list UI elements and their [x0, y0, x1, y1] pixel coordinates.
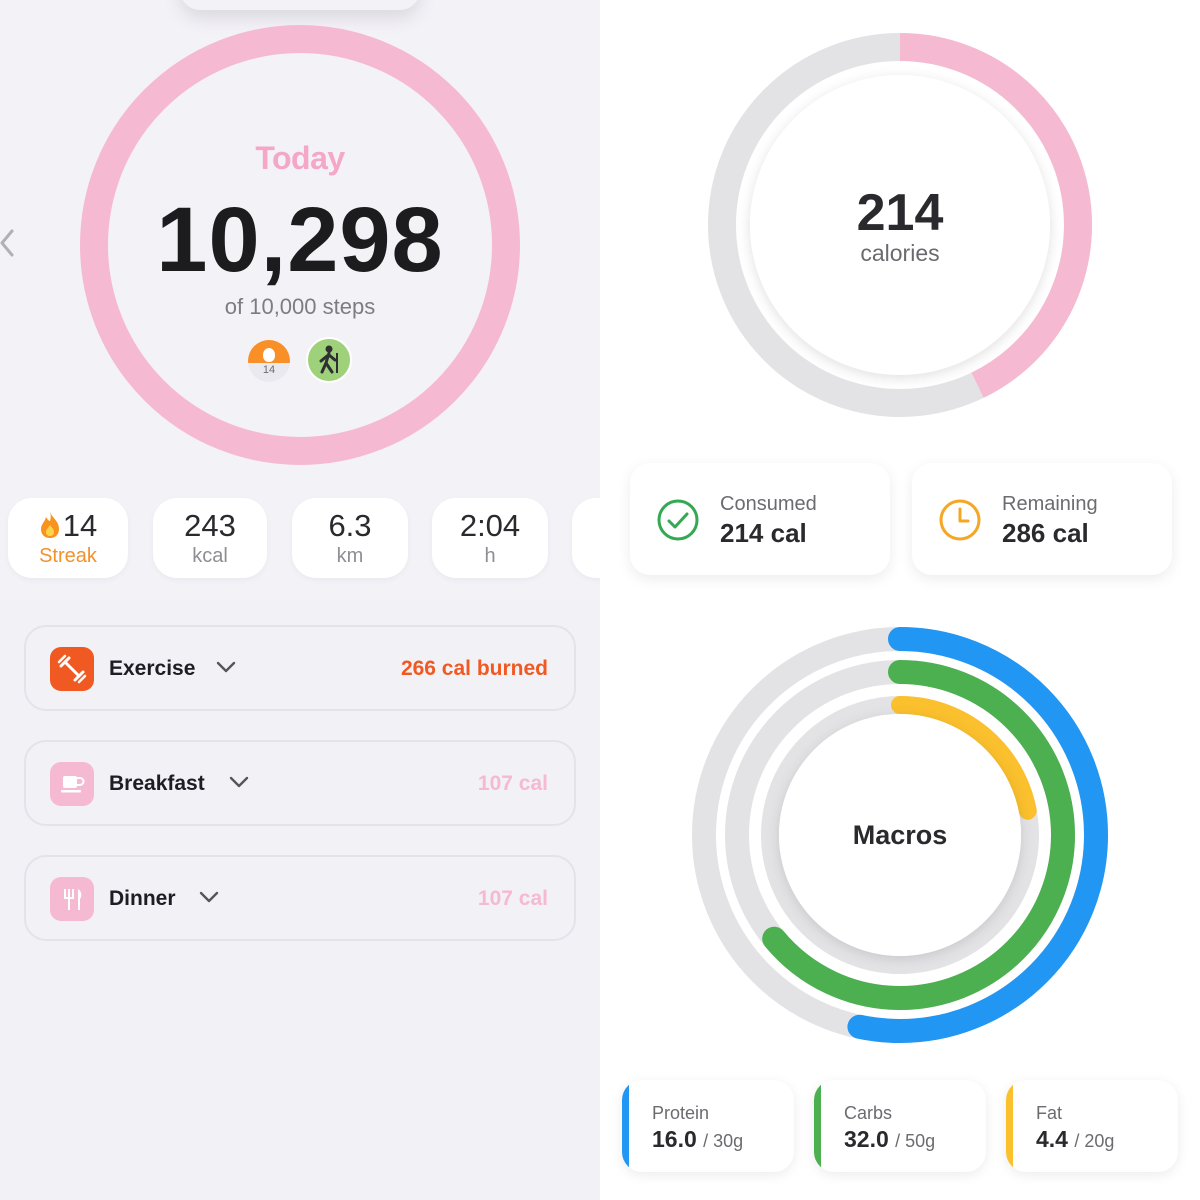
consumed-value: 214 cal — [720, 518, 807, 548]
consumed-card[interactable]: Consumed 214 cal — [630, 463, 890, 575]
exercise-card[interactable]: Exercise 266 cal burned — [24, 625, 576, 711]
step-goal-text: of 10,000 steps — [224, 294, 376, 319]
fat-goal: / 20g — [1074, 1131, 1115, 1151]
fat-amount: 4.4 / 20g — [1036, 1126, 1114, 1153]
stat-value-duration: 2:04 — [459, 508, 521, 543]
protein-amount: 16.0 / 30g — [652, 1126, 743, 1153]
stat-label-kcal: kcal — [192, 545, 228, 567]
calories-label: calories — [860, 240, 940, 266]
protein-name: Protein — [652, 1103, 710, 1123]
stat-label-duration: h — [484, 545, 496, 567]
carbs-goal: / 50g — [895, 1131, 936, 1151]
chevron-left-icon[interactable] — [0, 228, 14, 258]
stat-label-streak: Streak — [39, 545, 97, 567]
calories-screen: Consumed 214 cal Remaining 286 cal Prote… — [600, 0, 1200, 1200]
rings-canvas — [692, 33, 1108, 1043]
fat-name: Fat — [1036, 1103, 1063, 1123]
stat-pill-duration[interactable]: 2:04 h — [432, 498, 548, 578]
streak-badge-number: 14 — [262, 364, 276, 376]
walking-badge[interactable] — [306, 337, 352, 383]
fire-icon — [40, 512, 59, 538]
carbs-ring-progress — [725, 660, 1075, 1010]
protein-goal: / 30g — [703, 1131, 744, 1151]
fork-knife-icon — [50, 877, 94, 921]
stat-pill-streak[interactable]: 14 Streak — [8, 498, 128, 578]
carbs-color-bar — [814, 1080, 821, 1172]
walking-person-icon — [319, 345, 338, 374]
fat-value: 4.4 — [1036, 1126, 1068, 1152]
chevron-down-icon[interactable] — [229, 776, 249, 788]
coffee-cup-icon — [50, 762, 94, 806]
fat-ring-progress — [761, 696, 1039, 974]
calorie-ring-center — [750, 75, 1050, 375]
dinner-card[interactable]: Dinner 107 cal — [24, 855, 576, 941]
clock-icon — [939, 499, 981, 541]
protein-ring-progress — [692, 627, 1108, 1043]
remaining-card[interactable]: Remaining 286 cal — [912, 463, 1172, 575]
stat-pill-distance[interactable]: 6.3 km — [292, 498, 408, 578]
fat-card[interactable]: Fat 4.4 / 20g — [1006, 1080, 1178, 1172]
stat-value-kcal: 243 — [184, 508, 236, 543]
exercise-amount: 266 cal burned — [400, 657, 548, 680]
check-circle-icon — [657, 499, 699, 541]
chevron-down-icon[interactable] — [216, 661, 236, 673]
fat-color-bar — [1006, 1080, 1013, 1172]
calories-value: 214 — [856, 184, 944, 242]
remaining-value: 286 cal — [1002, 518, 1089, 548]
macros-title: Macros — [852, 820, 948, 850]
breakfast-title: Breakfast — [109, 772, 205, 795]
stat-pill-kcal[interactable]: 243 kcal — [153, 498, 267, 578]
protein-card[interactable]: Protein 16.0 / 30g — [622, 1080, 794, 1172]
streak-badge[interactable]: 14 — [248, 340, 290, 382]
carbs-name: Carbs — [844, 1103, 893, 1123]
streak-value: 14 — [62, 508, 98, 543]
chevron-down-icon[interactable] — [199, 891, 219, 903]
exercise-title: Exercise — [109, 657, 196, 680]
steps-screen: Today 10,298 of 10,000 steps 14 14 Strea… — [0, 0, 600, 1200]
stat-pill-overflow[interactable] — [572, 498, 600, 578]
dinner-title: Dinner — [109, 887, 176, 910]
protein-color-bar — [622, 1080, 629, 1172]
breakfast-amount: 107 cal — [477, 772, 548, 795]
top-sheet-edge — [180, 0, 420, 10]
consumed-label: Consumed — [720, 493, 817, 515]
dinner-amount: 107 cal — [477, 887, 548, 910]
stat-value-distance: 6.3 — [328, 508, 372, 543]
protein-value: 16.0 — [652, 1126, 697, 1152]
dumbbell-icon — [50, 647, 94, 691]
remaining-label: Remaining — [1002, 493, 1098, 515]
carbs-amount: 32.0 / 50g — [844, 1126, 935, 1153]
ring-label: Today — [255, 140, 345, 176]
macros-ring-center — [779, 714, 1021, 956]
breakfast-card[interactable]: Breakfast 107 cal — [24, 740, 576, 826]
step-count: 10,298 — [156, 189, 444, 291]
calorie-ring-progress — [708, 33, 1092, 417]
carbs-value: 32.0 — [844, 1126, 889, 1152]
stat-value-streak: 14 — [8, 508, 128, 544]
stat-label-distance: km — [336, 545, 364, 567]
carbs-card[interactable]: Carbs 32.0 / 50g — [814, 1080, 986, 1172]
flame-icon — [263, 348, 275, 362]
